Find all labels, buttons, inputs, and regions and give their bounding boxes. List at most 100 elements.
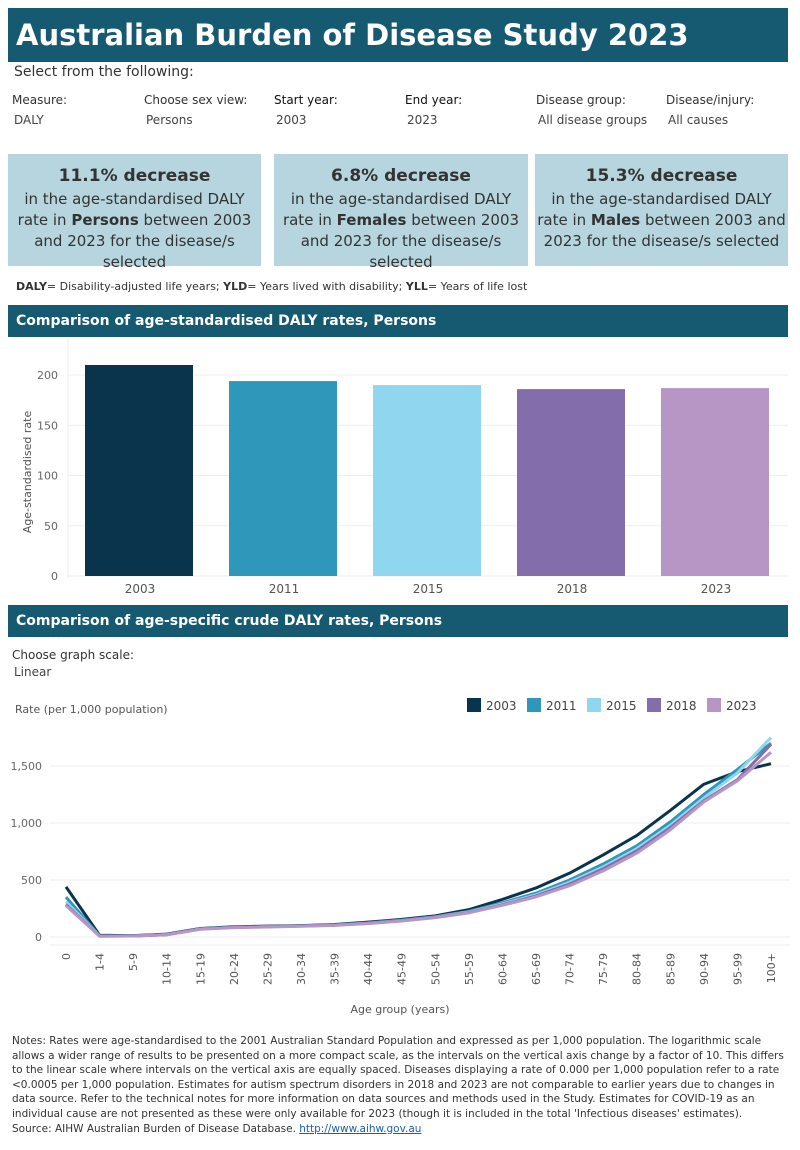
abbr-def: = Years of life lost <box>427 280 528 293</box>
filter-0[interactable]: Measure: DALY <box>12 93 67 127</box>
filter-label: Disease/injury: <box>666 93 755 107</box>
filter-4[interactable]: Disease group: All disease groups <box>536 93 647 127</box>
x-tick-label: 35-39 <box>329 953 342 985</box>
line-2018 <box>64 743 773 938</box>
summary-card: 6.8% decrease in the age-standardised DAL… <box>274 154 528 271</box>
bar-2015 <box>373 385 481 576</box>
filter-1[interactable]: Choose sex view: Persons <box>144 93 247 127</box>
abbr-def: = Disability-adjusted life years; <box>46 280 224 293</box>
y-tick-label: 100 <box>37 470 58 483</box>
x-tick-label: 2018 <box>557 582 588 596</box>
abbr: YLD <box>223 280 248 293</box>
bar-2003 <box>85 365 193 576</box>
x-tick-label: 20-24 <box>228 953 241 985</box>
y-tick-label: 0 <box>35 931 42 944</box>
filter-label: End year: <box>405 93 463 107</box>
card-text: in the age-standardised DALY rate in <box>282 190 512 229</box>
y-tick-label: 150 <box>37 419 58 432</box>
y-tick-label: 500 <box>21 874 42 887</box>
line-2023 <box>64 751 772 938</box>
x-tick-label: 1-4 <box>94 953 107 971</box>
x-tick-label: 5-9 <box>127 953 140 971</box>
abbr: DALY <box>16 280 47 293</box>
x-tick-label: 2023 <box>701 582 732 596</box>
scale-label: Choose graph scale: <box>12 648 135 662</box>
x-tick-label: 90-94 <box>698 953 711 985</box>
x-tick-label: 70-74 <box>564 953 577 985</box>
line-2015 <box>64 736 773 938</box>
select-label: Select from the following: <box>14 64 194 80</box>
x-tick-label: 75-79 <box>597 953 610 985</box>
abbr: YLL <box>405 280 428 293</box>
summary-card: 11.1% decrease in the age-standardised DA… <box>8 154 261 271</box>
filter-label: Disease group: <box>536 93 626 107</box>
x-tick-label: 2015 <box>413 582 444 596</box>
source-link[interactable]: http://www.aihw.gov.au <box>299 1122 422 1135</box>
x-axis-title: Age group (years) <box>350 1003 449 1016</box>
card-sex: Males <box>590 211 641 229</box>
filter-3[interactable]: End year: 2023 <box>405 93 462 127</box>
scale-dropdown[interactable]: Linear <box>14 665 52 679</box>
x-tick-label: 30-34 <box>295 953 308 985</box>
card-text: between 2003 and 2023 for the disease/s … <box>543 211 786 250</box>
legend-label: 2011 <box>546 699 577 713</box>
y-axis-title: Rate (per 1,000 population) <box>15 703 168 716</box>
filter-value[interactable]: 2003 <box>276 113 307 127</box>
line-chart: Rate (per 1,000 population) 0 500 1,000 1,50… <box>11 698 790 1016</box>
filter-value[interactable]: All disease groups <box>538 113 648 127</box>
filter-value[interactable]: All causes <box>668 113 729 127</box>
legend-swatch-2003 <box>467 698 481 712</box>
notes-text: Notes: Rates were age-standardised to th… <box>12 1035 784 1120</box>
y-tick-label: 1,000 <box>11 817 43 830</box>
legend-swatch-2015 <box>587 698 601 712</box>
card-text: in the age-standardised DALY rate in <box>537 190 772 229</box>
section-title-age-standardised: Comparison of age-standardised DALY rate… <box>8 305 788 337</box>
x-tick-label: 100+ <box>765 953 778 983</box>
legend-swatch-2011 <box>527 698 541 712</box>
filter-value[interactable]: 2023 <box>407 113 438 127</box>
y-tick-label: 200 <box>37 369 58 382</box>
card-headline: 15.3% decrease <box>585 166 738 186</box>
bar-chart: 0 50 100 150 200 Age-standardised rate 2003 201… <box>21 338 788 596</box>
legend-label: 2003 <box>486 699 517 713</box>
filter-label: Choose sex view: <box>144 93 248 107</box>
y-tick-label: 0 <box>51 570 58 583</box>
x-tick-label: 60-64 <box>496 953 509 985</box>
card-text: in the age-standardised DALY rate in <box>17 190 245 229</box>
x-tick-label: 80-84 <box>631 953 644 985</box>
card-sex: Persons <box>71 211 139 229</box>
card-text: between 2003 and 2023 for the disease/s … <box>34 211 252 271</box>
page-title: Australian Burden of Disease Study 2023 <box>8 8 788 62</box>
x-tick-label: 45-49 <box>396 953 409 985</box>
bar-2023 <box>661 388 769 576</box>
card-sex: Females <box>336 211 407 229</box>
card-headline: 6.8% decrease <box>331 166 471 186</box>
summary-card: 15.3% decrease in the age-standardised DA… <box>535 154 788 266</box>
x-tick-label: 40-44 <box>362 953 375 985</box>
x-tick-label: 2011 <box>269 582 300 596</box>
filter-label: Start year: <box>274 93 338 107</box>
line-2011 <box>64 742 772 938</box>
legend-swatch-2023 <box>707 698 721 712</box>
card-text: between 2003 and 2023 for the disease/s … <box>300 211 520 271</box>
y-tick-label: 50 <box>44 520 58 533</box>
x-tick-label: 95-99 <box>731 953 744 985</box>
x-tick-label: 85-89 <box>664 953 677 985</box>
filter-value[interactable]: Persons <box>146 113 193 127</box>
filter-value[interactable]: DALY <box>14 113 44 127</box>
abbreviations-note: DALY= Disability-adjusted life years; YL… <box>16 280 527 293</box>
x-tick-label: 50-54 <box>429 953 442 985</box>
x-tick-label: 15-19 <box>194 953 207 985</box>
filter-2[interactable]: Start year: 2003 <box>274 93 338 127</box>
x-tick-label: 55-59 <box>463 953 476 985</box>
y-tick-label: 1,500 <box>11 760 43 773</box>
card-headline: 11.1% decrease <box>58 166 211 186</box>
legend-label: 2015 <box>606 699 637 713</box>
y-axis-title: Age-standardised rate <box>21 411 34 534</box>
abbr-def: = Years lived with disability; <box>247 280 406 293</box>
x-tick-label: 25-29 <box>261 953 274 985</box>
legend-label: 2023 <box>726 699 757 713</box>
legend-swatch-2018 <box>647 698 661 712</box>
filter-5[interactable]: Disease/injury: All causes <box>666 93 754 127</box>
bar-2011 <box>229 381 337 576</box>
